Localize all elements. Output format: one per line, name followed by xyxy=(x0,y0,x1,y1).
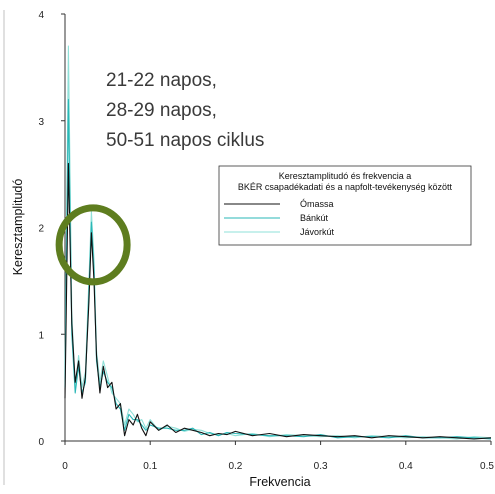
x-tick-label: 0.3 xyxy=(314,461,328,472)
annotation-line-2: 28-29 napos, xyxy=(106,100,217,121)
legend: Keresztamplitudó és frekvencia a BKÉR cs… xyxy=(218,165,472,246)
x-tick-label: 0.2 xyxy=(228,461,242,472)
series-layer xyxy=(64,45,492,440)
x-axis-ticks: 0 0.1 0.2 0.3 0.4 0.5 xyxy=(62,441,494,472)
legend-label-bankut: Bánkút xyxy=(300,213,329,223)
x-tick-label: 0 xyxy=(62,461,68,472)
x-tick-label: 0.1 xyxy=(143,461,157,472)
y-tick-label: 3 xyxy=(38,117,44,128)
series-line-Bánkút xyxy=(64,98,492,440)
x-tick-label: 0.5 xyxy=(480,461,494,472)
legend-title-line-2: BKÉR csapadékadati és a napfolt-tevékeny… xyxy=(238,182,453,192)
y-tick-label: 1 xyxy=(38,330,44,341)
series-line-Ómassa xyxy=(64,162,492,440)
y-tick-label: 2 xyxy=(38,224,44,235)
x-axis-title: Frekvencia xyxy=(249,475,310,489)
annotation: 21-22 napos, 28-29 napos, 50-51 napos ci… xyxy=(106,70,264,151)
y-tick-label: 0 xyxy=(38,437,44,448)
highlight-circle xyxy=(55,204,131,286)
annotation-line-1: 21-22 napos, xyxy=(106,70,217,91)
legend-label-javorkut: Jávorkút xyxy=(300,227,335,237)
legend-title-line-1: Keresztamplitudó és frekvencia a xyxy=(279,171,412,181)
x-tick-label: 0.4 xyxy=(399,461,413,472)
y-tick-label: 4 xyxy=(38,10,44,21)
legend-label-omassa: Ómassa xyxy=(300,199,334,209)
y-axis-title: Keresztamplitudó xyxy=(11,179,25,276)
annotation-line-3: 50-51 napos ciklus xyxy=(106,130,264,151)
